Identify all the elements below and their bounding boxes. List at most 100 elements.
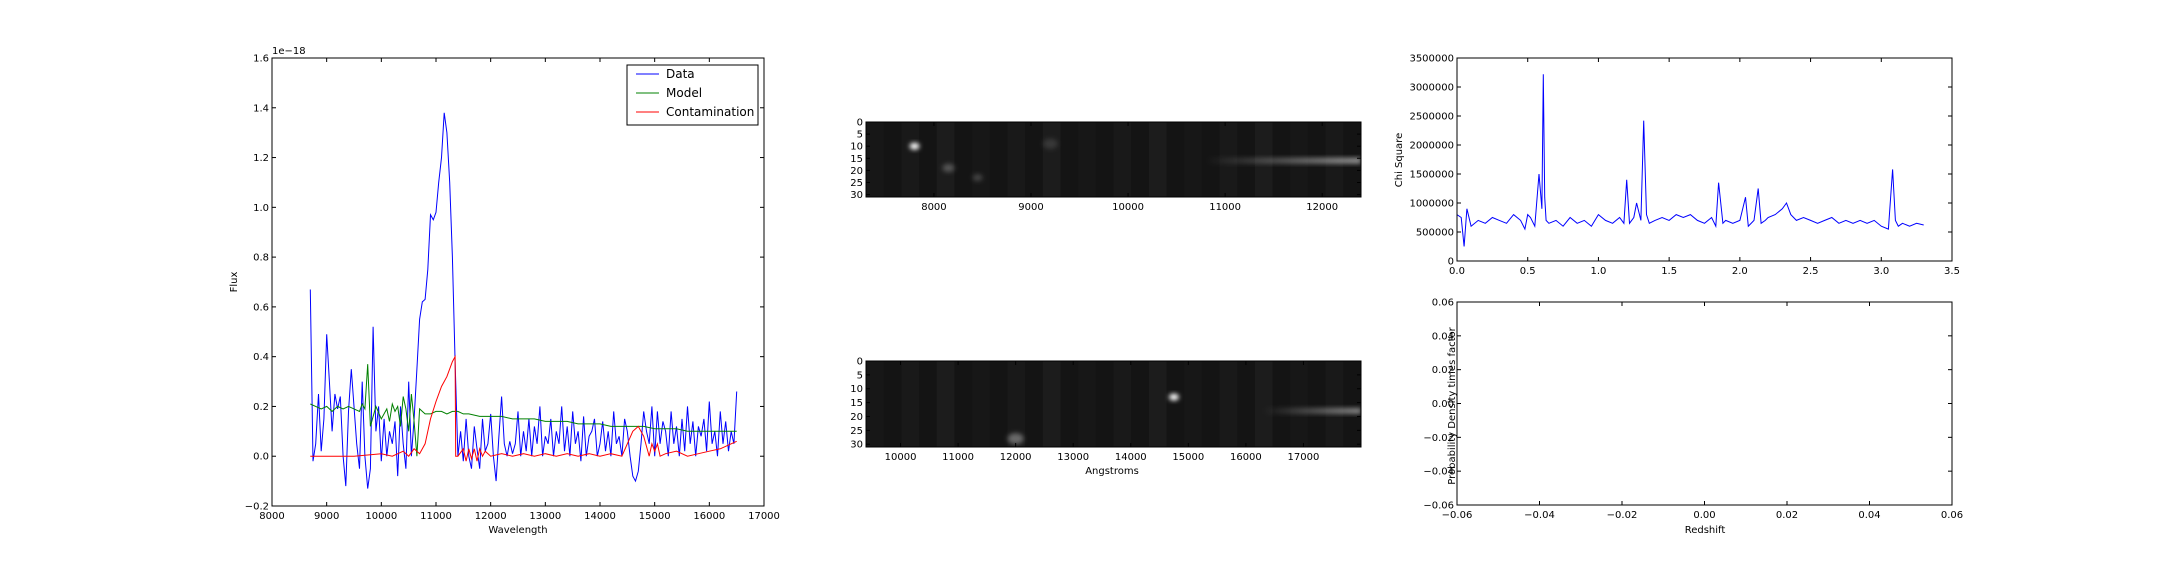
chi-square-y-ticks: 0 500000 1000000 1500000 2000000 2500000 30000… (1409, 54, 1952, 268)
spectrum-image-panel-2: 10000 11000 12000 13000 14000 15000 16000 17000… (850, 357, 1362, 477)
probability-x-tick-label: 0.06 (1941, 510, 1963, 521)
legend-frame (626, 64, 759, 126)
spectrum-offset-text: 1e−18 (272, 46, 306, 57)
chi-square-x-tick-label: 2.0 (1732, 266, 1748, 277)
legend-label-contamination: Contamination (666, 105, 754, 119)
spectrum-y-tick-label: 0.6 (253, 302, 269, 313)
image-2-y-tick-label: 0 (857, 357, 863, 368)
image-2-x-tick-label: 15000 (1172, 452, 1204, 463)
image-1-spectral-trace (1205, 157, 1361, 164)
image-2-source-spot (1168, 393, 1179, 401)
spectrum-x-tick-label: 15000 (639, 511, 671, 522)
image-2-noise-band (1290, 361, 1308, 447)
image-1-noise-band (1078, 122, 1096, 197)
spectrum-y-tick-label: 1.0 (253, 203, 269, 214)
image-2-source-spot (1007, 433, 1024, 445)
chi-square-x-tick-label: 0.5 (1520, 266, 1536, 277)
image-1-y-tick-label: 30 (850, 190, 863, 201)
image-1-source-spot (942, 163, 955, 173)
image-1-x-tick-label: 10000 (1112, 202, 1144, 213)
chi-square-x-tick-label: 3.5 (1944, 266, 1960, 277)
spectrum-legend: Data Model Contamination (626, 64, 759, 126)
image-1-source-spot (909, 142, 920, 150)
spectrum-y-tick-label: −0.2 (245, 502, 269, 513)
image-2-noise-band (1220, 361, 1238, 447)
spectrum-y-tick-label: 1.2 (253, 153, 269, 164)
image-2-noise-band (1043, 361, 1061, 447)
image-1-frame (865, 121, 1362, 198)
image-2-x-tick-label: 10000 (885, 452, 917, 463)
probability-x-tick-label: 0.02 (1776, 510, 1798, 521)
spectrum-x-tick-label: 14000 (584, 511, 616, 522)
image-1-noise-band (1184, 122, 1202, 197)
chi-square-x-tick-label: 1.0 (1590, 266, 1606, 277)
spectrum-x-label: Wavelength (488, 525, 547, 536)
image-2-frame (865, 360, 1362, 448)
spectrum-x-tick-label: 16000 (693, 511, 725, 522)
spectrum-x-tick-label: 12000 (475, 511, 507, 522)
chi-square-y-tick-label: 3500000 (1409, 54, 1454, 65)
image-2-noise-band (866, 361, 884, 447)
image-1-y-tick-label: 0 (857, 118, 863, 129)
image-2-y-tick-label: 30 (850, 440, 863, 451)
image-2-x-tick-label: 13000 (1057, 452, 1089, 463)
chi-square-x-tick-label: 1.5 (1661, 266, 1677, 277)
chi-square-x-tick-label: 2.5 (1803, 266, 1819, 277)
image-1-y-tick-label: 5 (857, 130, 863, 141)
image-2-x-tick-label: 14000 (1115, 452, 1147, 463)
series-line-model (310, 364, 737, 457)
image-2-x-tick-label: 16000 (1230, 452, 1262, 463)
spectrum-plot-area (309, 112, 738, 489)
probability-x-tick-label: −0.04 (1524, 510, 1555, 521)
image-2-y-tick-label: 5 (857, 370, 863, 381)
image-1-noise-band (937, 122, 955, 197)
spectrum-x-tick-label: 9000 (314, 511, 339, 522)
probability-y-tick-label: 0.06 (1432, 298, 1454, 309)
probability-y-tick-label: −0.04 (1423, 467, 1454, 478)
chi-square-x-tick-label: 0.0 (1449, 266, 1465, 277)
probability-x-tick-label: −0.02 (1607, 510, 1638, 521)
image-1-x-tick-label: 12000 (1306, 202, 1338, 213)
image-2-x-tick-label: 11000 (942, 452, 974, 463)
image-2-y-tick-label: 10 (850, 384, 863, 395)
chi-square-plot-area (1457, 74, 1924, 247)
image-1-y-tick-label: 20 (850, 166, 863, 177)
chi-square-x-ticks: 0.0 0.5 1.0 1.5 2.0 2.5 3.0 3.5 (1449, 58, 1960, 277)
probability-y-tick-label: 0.02 (1432, 365, 1454, 376)
image-2-y-tick-label: 15 (850, 398, 863, 409)
series-line-data (454, 361, 738, 483)
spectrum-x-tick-label: 10000 (365, 511, 397, 522)
probability-x-tick-label: 0.00 (1693, 510, 1715, 521)
chi-square-axes-frame (1456, 57, 1953, 262)
legend-label-model: Model (666, 86, 702, 100)
probability-panel: −0.06 −0.04 −0.02 0.00 0.02 0.04 0.06 −0.06−0.… (1423, 298, 1963, 537)
image-1-noise-band (1043, 122, 1061, 197)
image-1-x-ticks: 8000 9000 10000 11000 12000 (921, 122, 1338, 213)
image-2-y-tick-label: 25 (850, 426, 863, 437)
image-2-noise-band (1114, 361, 1132, 447)
spectrum-y-ticks: −0.2 0.0 0.2 0.4 0.6 0.8 1.0 1.2 1.4 1.6 (245, 54, 764, 513)
probability-y-tick-label: 0.04 (1432, 331, 1454, 342)
chi-square-y-tick-label: 1000000 (1409, 199, 1454, 210)
image-1-x-tick-label: 9000 (1018, 202, 1043, 213)
image-2-noise-band (1149, 361, 1167, 447)
spectrum-y-tick-label: 0.8 (253, 253, 269, 264)
probability-x-tick-label: 0.04 (1858, 510, 1880, 521)
probability-y-ticks: −0.06 −0.04 −0.02 0.00 0.02 0.04 0.06 (1423, 298, 1952, 512)
spectrum-panel: 8000 9000 10000 11000 12000 13000 14000 15000 16… (229, 46, 780, 536)
spectrum-y-tick-label: 1.4 (253, 103, 269, 114)
image-2-y-ticks: 0 5 10 15 20 25 30 (850, 357, 1361, 451)
image-2-x-ticks: 10000 11000 12000 13000 14000 15000 16000 17000 (885, 361, 1319, 463)
chi-square-y-tick-label: 500000 (1416, 228, 1454, 239)
chi-square-y-tick-label: 0 (1448, 257, 1454, 268)
spectrum-x-tick-label: 17000 (748, 511, 780, 522)
image-1-noise-band (901, 122, 919, 197)
probability-y-label: Probability Density times factor (1447, 326, 1458, 484)
image-1-noise-band (866, 122, 884, 197)
image-1-noise-band (1149, 122, 1167, 197)
chi-square-x-tick-label: 3.0 (1873, 266, 1889, 277)
image-2-noise-band (972, 361, 990, 447)
series-line-data (309, 112, 456, 489)
